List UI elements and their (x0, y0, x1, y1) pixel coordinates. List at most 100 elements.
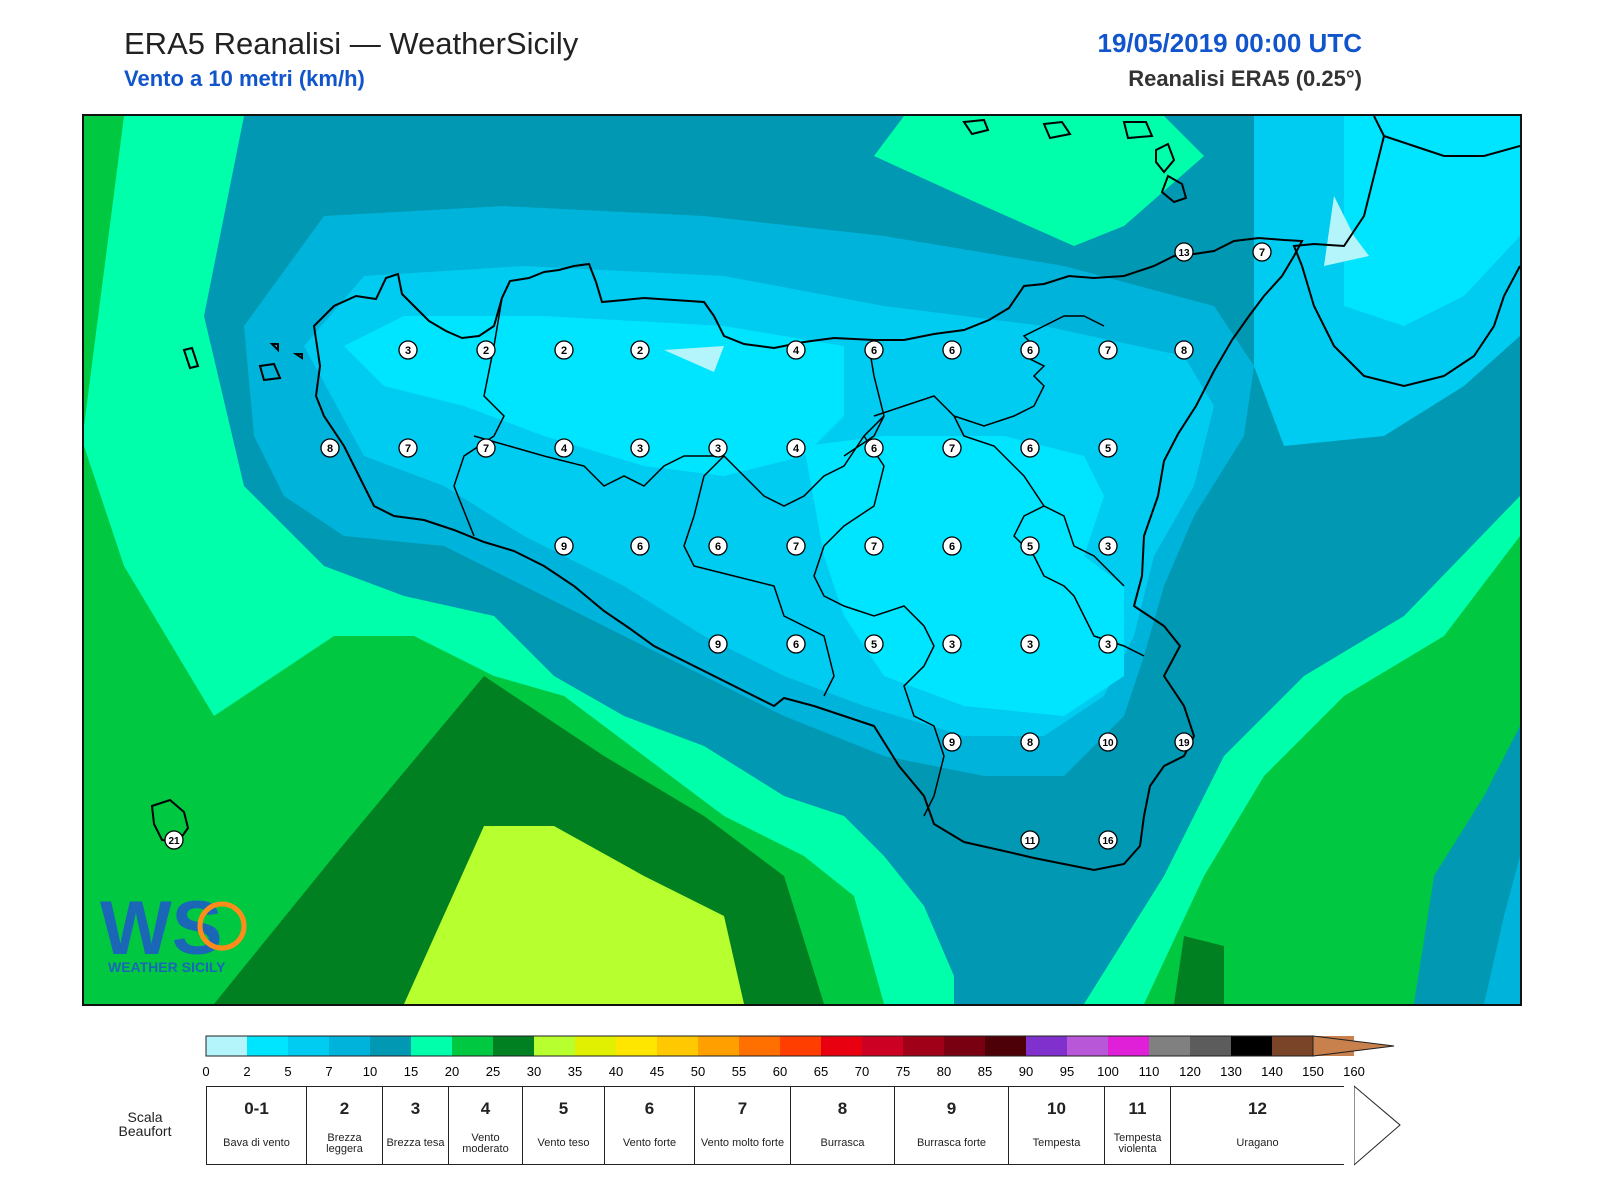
colorbar-tick-label: 100 (1097, 1064, 1119, 1079)
station-r1-6: 6 (864, 340, 884, 360)
station-r2-1: 8 (320, 438, 340, 458)
station-r3-4: 7 (786, 536, 806, 556)
colorbar-tick-label: 35 (568, 1064, 582, 1079)
beaufort-class: 5 Vento teso (522, 1086, 604, 1165)
colorbar-tick-label: 10 (363, 1064, 377, 1079)
station-dot (1174, 242, 1194, 262)
colorbar-tick-label: 45 (650, 1064, 664, 1079)
station-dot (1020, 340, 1040, 360)
station-value: 7 (405, 443, 411, 455)
colorbar-tick-label: 15 (404, 1064, 418, 1079)
station-value: 9 (949, 737, 955, 749)
station-dot (320, 438, 340, 458)
field-east-forest (1174, 936, 1224, 1004)
station-r1-1: 3 (398, 340, 418, 360)
station-dot (630, 536, 650, 556)
station-dot (554, 438, 574, 458)
station-r2-4: 4 (554, 438, 574, 458)
colorbar-frame (205, 1035, 1314, 1057)
map-title: ERA5 Reanalisi — WeatherSicily (124, 26, 579, 61)
colorbar-swatch (1149, 1036, 1190, 1056)
station-value: 3 (715, 443, 721, 455)
colorbar-swatch (247, 1036, 288, 1056)
colorbar-swatch (452, 1036, 493, 1056)
station-r1-8: 6 (1020, 340, 1040, 360)
field-east-darkgreen (1144, 536, 1520, 1004)
colorbar-tick-label: 30 (527, 1064, 541, 1079)
station-dot (708, 536, 728, 556)
station-r4-4: 3 (942, 634, 962, 654)
beaufort-class: 11 Tempesta violenta (1104, 1086, 1170, 1165)
station-r1-3: 2 (554, 340, 574, 360)
station-dot (864, 536, 884, 556)
station-value: 7 (949, 443, 955, 455)
beaufort-description: Vento forte (622, 1137, 677, 1149)
station-r2-3: 7 (476, 438, 496, 458)
station-dot (942, 732, 962, 752)
colorbar-tick-label: 90 (1019, 1064, 1033, 1079)
colorbar: 0 2 5 7 10 15 20 25 30 35 40 45 50 55 60 65 70 75 80 85 90 95… (202, 1035, 1395, 1079)
station-value: 3 (949, 639, 955, 651)
field-northeast-pale (1324, 196, 1369, 266)
station-messina-n: 13 (1174, 242, 1194, 262)
field-northeast-brightcyan (1344, 116, 1520, 326)
colorbar-tick-label: 5 (284, 1064, 291, 1079)
station-value: 7 (1259, 247, 1265, 259)
beaufort-class: 0-1 Bava di vento (206, 1086, 306, 1165)
station-value: 3 (637, 443, 643, 455)
colorbar-swatch (206, 1036, 247, 1056)
beaufort-scale: 0-1 Bava di vento 2 Brezza leggera 3 Brezza t… (206, 1086, 1344, 1165)
station-dot (1098, 340, 1118, 360)
colorbar-tick-label: 150 (1302, 1064, 1324, 1079)
station-dot (1174, 732, 1194, 752)
station-r1-2: 2 (476, 340, 496, 360)
colorbar-tick-label: 60 (773, 1064, 787, 1079)
colorbar-swatch (329, 1036, 370, 1056)
map-subtitle: Vento a 10 metri (km/h) (124, 66, 365, 91)
colorbar-tick-label: 85 (978, 1064, 992, 1079)
station-r3-2: 6 (630, 536, 650, 556)
station-dot (1020, 634, 1040, 654)
colorbar-tick-label: 50 (691, 1064, 705, 1079)
station-dot (554, 340, 574, 360)
colorbar-tick-label: 95 (1060, 1064, 1074, 1079)
station-dot (1098, 634, 1118, 654)
station-value: 6 (949, 541, 955, 553)
colorbar-swatch (288, 1036, 329, 1056)
beaufort-number: 6 (644, 1099, 655, 1118)
station-dot (864, 634, 884, 654)
beaufort-description: Bava di vento (223, 1137, 290, 1149)
station-value: 6 (1027, 443, 1033, 455)
wind-field-svg: 3 2 2 2 4 6 6 6 7 8 8 7 7 4 3 3 4 6 7 6 5 9 6 6 7 7 6 5 3 9 6 5 3 3 3 9 8 10 1… (84, 116, 1520, 1004)
station-r2-7: 4 (786, 438, 806, 458)
field-west-darkgreen (84, 116, 884, 1004)
station-dot (1174, 340, 1194, 360)
beaufort-number: 4 (480, 1099, 491, 1118)
colorbar-swatch (821, 1036, 862, 1056)
beaufort-description: Burrasca (820, 1137, 865, 1149)
station-r6-1: 11 (1020, 830, 1040, 850)
colorbar-tick-label: 40 (609, 1064, 623, 1079)
station-value: 6 (949, 345, 955, 357)
beaufort-description: Burrasca forte (916, 1137, 987, 1149)
beaufort-number: 0-1 (244, 1099, 269, 1118)
station-value: 3 (1105, 639, 1111, 651)
colorbar-tick-label: 0 (202, 1064, 209, 1079)
beaufort-caption: Scala Beaufort (118, 1109, 172, 1139)
station-dot (786, 536, 806, 556)
egadi-islands (182, 343, 303, 382)
colorbar-swatch (698, 1036, 739, 1056)
station-r1-9: 7 (1098, 340, 1118, 360)
station-r2-10: 6 (1020, 438, 1040, 458)
colorbar-swatch (534, 1036, 575, 1056)
station-r5-2: 8 (1020, 732, 1040, 752)
colorbar-swatch (575, 1036, 616, 1056)
station-dot (1098, 732, 1118, 752)
colorbar-tick-label: 160 (1343, 1064, 1365, 1079)
colorbar-tick-label: 25 (486, 1064, 500, 1079)
station-r6-2: 16 (1098, 830, 1118, 850)
colorbar-swatch (862, 1036, 903, 1056)
colorbar-tick-label: 7 (325, 1064, 332, 1079)
colorbar-tick-label: 120 (1179, 1064, 1201, 1079)
colorbar-swatch (1231, 1036, 1272, 1056)
